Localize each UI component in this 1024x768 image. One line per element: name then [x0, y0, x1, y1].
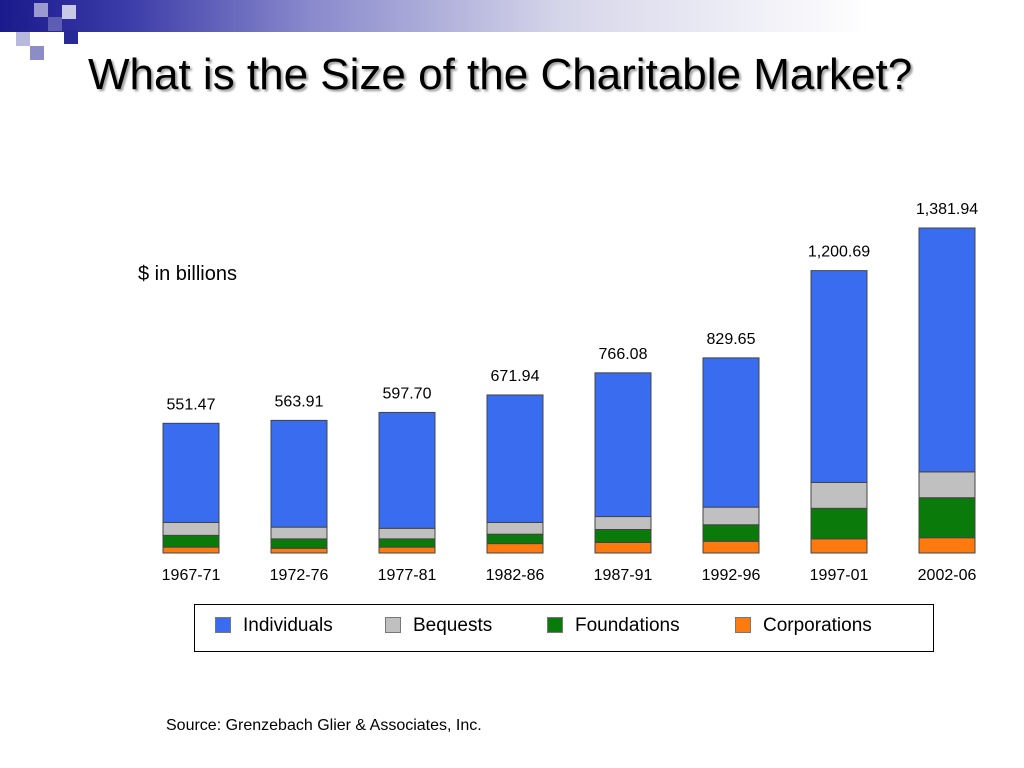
bar-total-label: 671.94 [491, 368, 540, 385]
legend-swatch-individuals [215, 617, 231, 633]
bar-segment-foundations [486, 533, 544, 545]
x-tick-label: 1987-91 [594, 567, 653, 584]
bar-segment-corporations [270, 547, 328, 554]
bar-segment-corporations [702, 540, 760, 554]
corner-square-decoration [30, 46, 44, 60]
corner-square-decoration [48, 17, 62, 31]
bar-segment-bequests [270, 526, 328, 540]
corner-square-decoration [64, 30, 78, 44]
bar-segment-corporations [918, 537, 976, 554]
chart-legend: Individuals Bequests Foundations Corpora… [194, 604, 934, 652]
corner-square-decoration [34, 3, 48, 17]
bar-segment-corporations [162, 546, 220, 554]
legend-label: Bequests [413, 615, 493, 636]
bar-segment-foundations [162, 534, 220, 548]
bar-segment-bequests [378, 527, 436, 540]
x-tick-label: 1992-96 [702, 567, 761, 584]
bar-segment-individuals [486, 394, 544, 523]
corner-square-decoration [14, 14, 28, 28]
bar-segment-individuals [702, 357, 760, 508]
legend-label: Foundations [575, 615, 680, 636]
bar-total-label: 1,200.69 [808, 244, 870, 261]
bar-segment-foundations [378, 538, 436, 548]
bar-segment-individuals [378, 411, 436, 529]
bar-segment-individuals [594, 372, 652, 518]
bar-segment-individuals [270, 419, 328, 528]
corner-square-decoration [62, 5, 76, 19]
legend-swatch-bequests [385, 617, 401, 633]
bar-total-label: 597.70 [383, 385, 432, 402]
title-band-decoration [0, 0, 1024, 32]
bar-segment-corporations [810, 538, 868, 554]
slide-title: What is the Size of the Charitable Marke… [88, 50, 913, 99]
bar-segment-foundations [918, 497, 976, 539]
x-tick-label: 2002-06 [918, 567, 977, 584]
bar-segment-bequests [594, 516, 652, 530]
legend-label: Corporations [763, 615, 872, 636]
legend-swatch-corporations [735, 617, 751, 633]
bar-segment-bequests [810, 481, 868, 509]
corner-square-decoration [16, 32, 30, 46]
source-note: Source: Grenzebach Glier & Associates, I… [166, 717, 482, 734]
x-tick-label: 1967-71 [162, 567, 221, 584]
bar-total-label: 829.65 [707, 331, 756, 348]
bar-segment-bequests [162, 521, 220, 536]
legend-label: Individuals [243, 615, 333, 636]
bar-segment-individuals [162, 422, 220, 523]
bar-segment-bequests [918, 471, 976, 499]
unit-note: $ in billions [138, 263, 237, 285]
bar-segment-foundations [270, 538, 328, 549]
x-tick-label: 1982-86 [486, 567, 545, 584]
bar-segment-corporations [486, 543, 544, 554]
x-tick-label: 1977-81 [378, 567, 437, 584]
x-tick-label: 1997-01 [810, 567, 869, 584]
bar-total-label: 1,381.94 [916, 201, 978, 218]
bar-segment-corporations [594, 541, 652, 554]
legend-swatch-foundations [547, 617, 563, 633]
bar-total-label: 563.91 [275, 393, 324, 410]
bar-segment-bequests [702, 506, 760, 526]
bar-segment-foundations [810, 507, 868, 540]
bar-segment-individuals [810, 270, 868, 483]
x-tick-label: 1972-76 [270, 567, 329, 584]
bar-segment-bequests [486, 521, 544, 535]
bar-segment-foundations [594, 528, 652, 543]
bar-segment-foundations [702, 524, 760, 542]
bar-total-label: 551.47 [167, 396, 216, 413]
bar-total-label: 766.08 [599, 346, 648, 363]
bar-segment-individuals [918, 227, 976, 473]
bar-segment-corporations [378, 546, 436, 554]
stacked-bar-chart: 551.47 1967-71 563.91 1972-76 597.70 1977-81 6… [162, 201, 979, 584]
